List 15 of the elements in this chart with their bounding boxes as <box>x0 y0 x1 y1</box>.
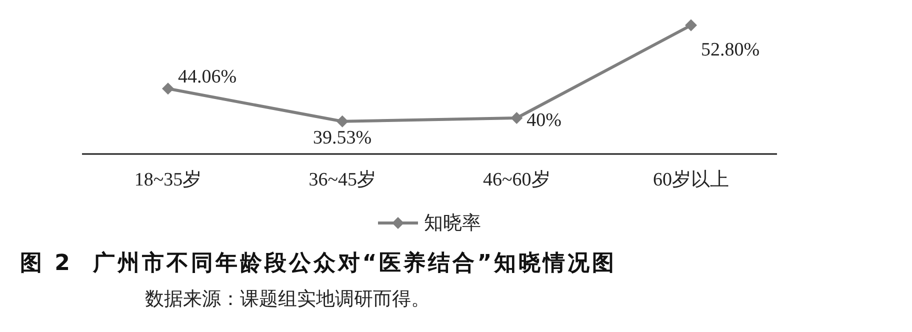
x-tick-label: 60岁以上 <box>653 169 729 190</box>
x-tick-label: 18~35岁 <box>134 169 202 190</box>
data-label: 52.80% <box>701 39 760 60</box>
source-note: 数据来源：课题组实地调研而得。 <box>145 287 431 312</box>
point <box>336 115 348 128</box>
x-tick-label: 46~60岁 <box>483 169 550 190</box>
text: 图 2 广州市不同年龄段公众对“医养结合”知晓情况图 <box>20 250 618 278</box>
legend-label: 知晓率 <box>424 211 481 236</box>
data-label: 40% <box>526 110 562 132</box>
point <box>685 19 697 32</box>
x-tick-label: 36~45岁 <box>308 169 376 190</box>
data-label: 44.06% <box>178 66 237 88</box>
point <box>510 112 523 124</box>
data-label: 39.53% <box>313 127 372 148</box>
point <box>162 82 174 95</box>
